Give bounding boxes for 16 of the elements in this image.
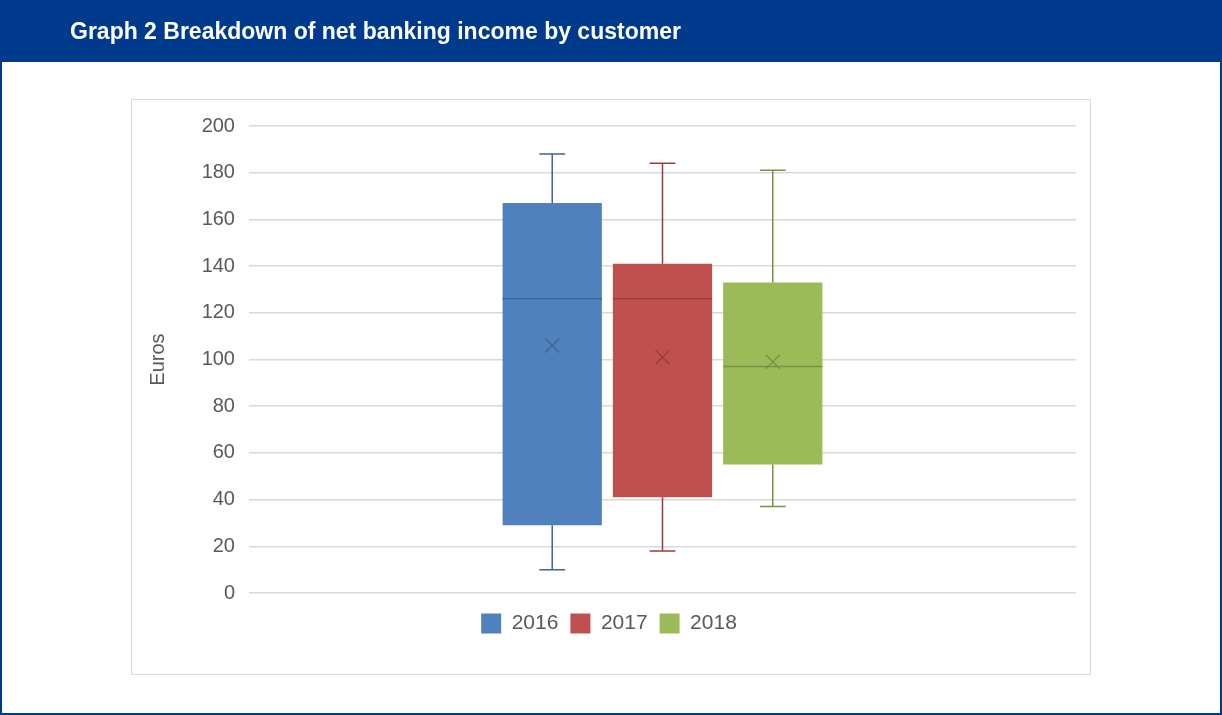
y-tick-label: 120 <box>201 300 235 323</box>
y-tick-label: 80 <box>212 393 235 416</box>
y-tick-label: 180 <box>201 160 235 183</box>
y-tick-label: 0 <box>223 580 235 603</box>
y-tick-label: 160 <box>201 206 235 229</box>
legend-label: 2016 <box>511 610 559 634</box>
y-tick-label: 40 <box>212 487 235 510</box>
y-tick-label: 100 <box>201 347 235 370</box>
chart-title: Graph 2 Breakdown of net banking income by customer <box>70 18 681 45</box>
legend-label: 2018 <box>690 610 737 634</box>
y-axis-title: Euros <box>145 333 168 386</box>
y-tick-label: 60 <box>212 440 235 463</box>
legend-label: 2017 <box>600 610 648 634</box>
y-tick-label: 20 <box>212 533 235 556</box>
y-tick-label: 200 <box>201 113 235 136</box>
y-tick-label: 140 <box>201 253 235 276</box>
